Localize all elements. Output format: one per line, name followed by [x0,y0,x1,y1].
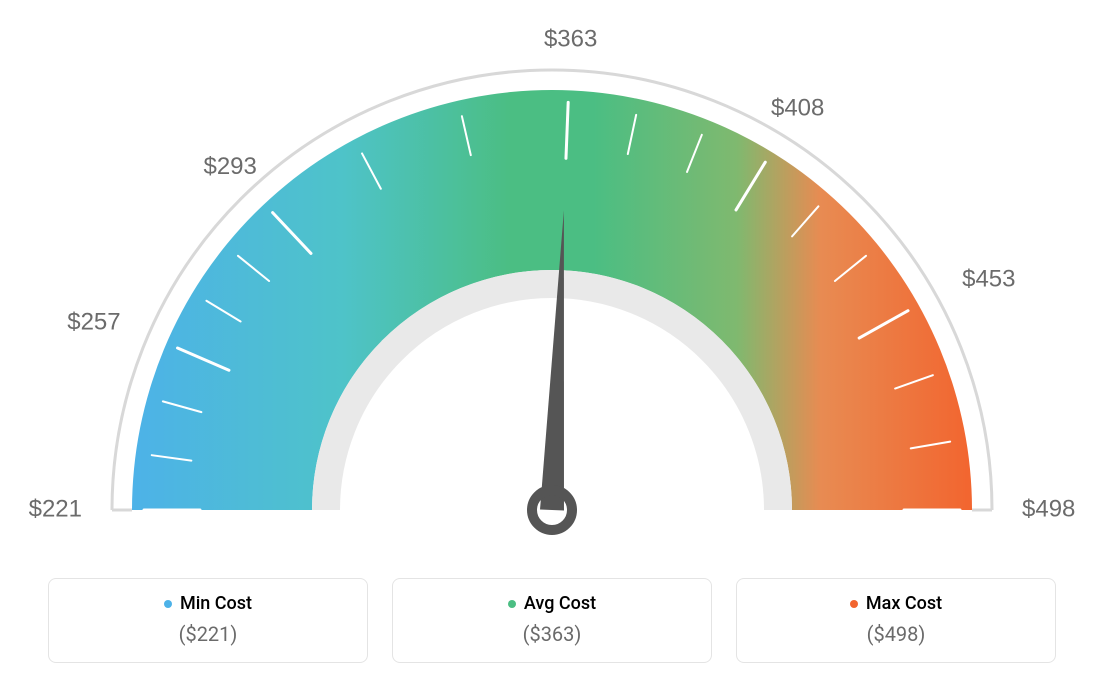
svg-text:$453: $453 [962,266,1015,293]
svg-text:$408: $408 [771,95,824,122]
svg-text:$293: $293 [203,153,256,180]
legend-value-max: ($498) [755,622,1037,646]
legend-label-min: Min Cost [67,593,349,614]
legend-row: Min Cost ($221) Avg Cost ($363) Max Cost… [0,578,1104,663]
legend-card-min: Min Cost ($221) [48,578,368,663]
legend-label-avg: Avg Cost [411,593,693,614]
legend-value-avg: ($363) [411,622,693,646]
legend-card-avg: Avg Cost ($363) [392,578,712,663]
svg-text:$363: $363 [544,26,597,53]
legend-label-text: Avg Cost [524,593,596,614]
legend-value-min: ($221) [67,622,349,646]
legend-card-max: Max Cost ($498) [736,578,1056,663]
legend-label-max: Max Cost [755,593,1037,614]
svg-text:$498: $498 [1022,495,1075,522]
legend-label-text: Min Cost [180,593,252,614]
svg-text:$257: $257 [67,309,120,336]
gauge-svg: $221 $257 $293 $363 $408 $453 $498 [0,0,1104,570]
legend-label-text: Max Cost [866,593,942,614]
dot-icon [508,600,516,608]
cost-gauge: $221 $257 $293 $363 $408 $453 $498 [0,0,1104,570]
svg-text:$221: $221 [29,495,82,522]
dot-icon [850,600,858,608]
dot-icon [164,600,172,608]
